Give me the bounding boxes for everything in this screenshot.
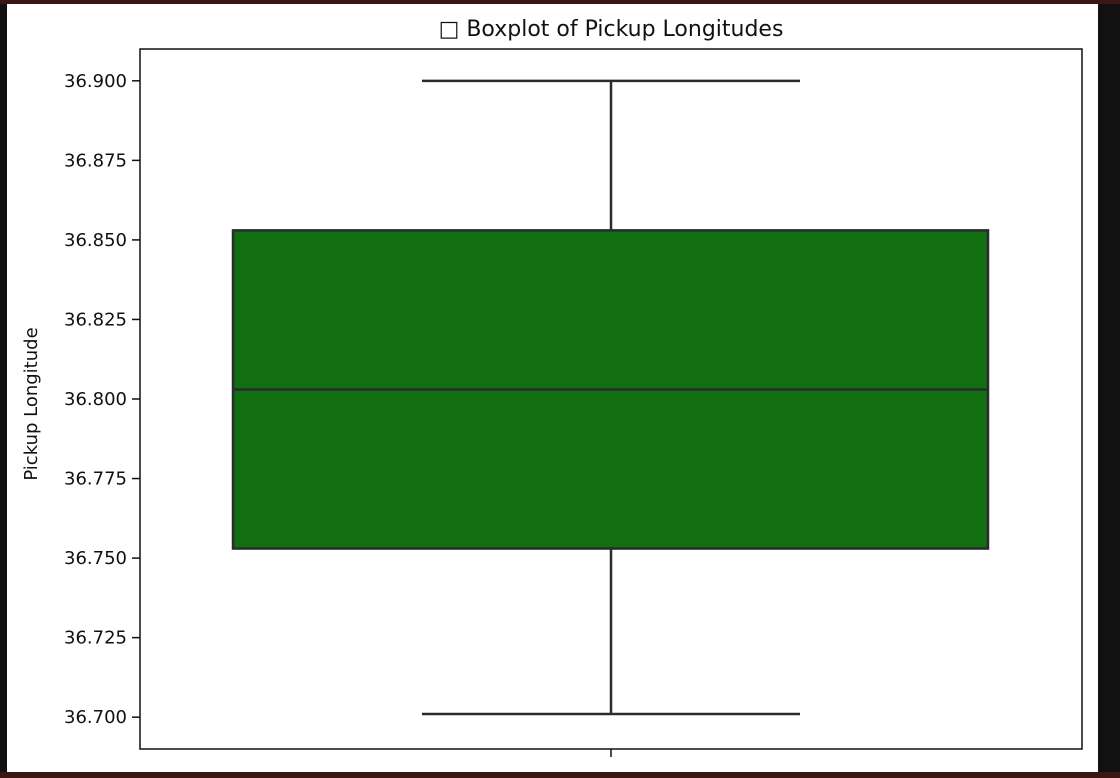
y-tick-label: 36.875 [64,150,127,171]
boxplot-svg: □ Boxplot of Pickup Longitudes Pickup Lo… [21,17,1083,757]
y-tick-label: 36.700 [64,707,127,728]
y-tick-label: 36.775 [64,469,127,490]
chart-title: □ Boxplot of Pickup Longitudes [439,17,784,42]
y-tick-label: 36.825 [64,309,127,330]
y-tick-label: 36.750 [64,548,127,569]
y-tick-label: 36.900 [64,71,127,92]
y-axis-ticks: 36.700 36.725 36.750 36.775 36.800 36.825 36.8… [64,71,140,728]
window-top-border [0,0,1120,4]
y-tick-label: 36.725 [64,628,127,649]
boxplot-marks [231,79,990,716]
y-tick-label: 36.800 [64,389,127,410]
window-bottom-border [0,772,1120,778]
chart-canvas: □ Boxplot of Pickup Longitudes Pickup Lo… [7,4,1098,772]
y-tick-label: 36.850 [64,230,127,251]
y-axis-label: Pickup Longitude [21,327,42,480]
